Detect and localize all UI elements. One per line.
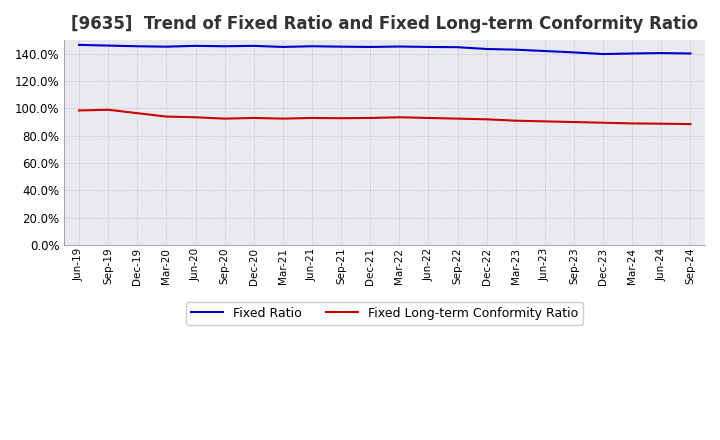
Fixed Ratio [599,51,608,57]
Fixed Long-term Conformity Ratio [541,119,549,124]
Fixed Long-term Conformity Ratio [657,121,666,126]
Fixed Ratio [541,48,549,54]
Fixed Long-term Conformity Ratio [511,118,520,123]
Fixed Long-term Conformity Ratio [570,119,578,125]
Fixed Long-term Conformity Ratio [104,107,112,112]
Fixed Ratio [249,43,258,48]
Fixed Long-term Conformity Ratio [220,116,229,121]
Fixed Ratio [133,44,142,49]
Fixed Ratio [511,47,520,52]
Fixed Ratio [104,43,112,48]
Legend: Fixed Ratio, Fixed Long-term Conformity Ratio: Fixed Ratio, Fixed Long-term Conformity … [186,302,583,325]
Fixed Ratio [162,44,171,49]
Fixed Ratio [657,51,666,56]
Fixed Long-term Conformity Ratio [482,117,491,122]
Fixed Long-term Conformity Ratio [307,115,316,121]
Fixed Ratio [366,44,374,50]
Line: Fixed Ratio: Fixed Ratio [79,45,690,54]
Fixed Long-term Conformity Ratio [599,120,608,125]
Fixed Long-term Conformity Ratio [628,121,636,126]
Fixed Ratio [424,44,433,50]
Fixed Ratio [307,44,316,49]
Fixed Long-term Conformity Ratio [366,115,374,121]
Fixed Ratio [337,44,346,49]
Fixed Long-term Conformity Ratio [279,116,287,121]
Fixed Ratio [395,44,404,49]
Fixed Ratio [628,51,636,56]
Fixed Long-term Conformity Ratio [192,115,200,120]
Fixed Long-term Conformity Ratio [162,114,171,119]
Fixed Ratio [192,43,200,48]
Fixed Long-term Conformity Ratio [424,115,433,121]
Fixed Long-term Conformity Ratio [249,115,258,121]
Fixed Ratio [279,44,287,50]
Fixed Long-term Conformity Ratio [337,116,346,121]
Fixed Long-term Conformity Ratio [133,110,142,116]
Line: Fixed Long-term Conformity Ratio: Fixed Long-term Conformity Ratio [79,110,690,124]
Fixed Ratio [453,44,462,50]
Fixed Ratio [686,51,695,56]
Fixed Long-term Conformity Ratio [75,108,84,113]
Fixed Long-term Conformity Ratio [686,121,695,127]
Fixed Ratio [75,42,84,48]
Fixed Long-term Conformity Ratio [395,115,404,120]
Fixed Ratio [570,50,578,55]
Fixed Ratio [482,46,491,51]
Fixed Long-term Conformity Ratio [453,116,462,121]
Title: [9635]  Trend of Fixed Ratio and Fixed Long-term Conformity Ratio: [9635] Trend of Fixed Ratio and Fixed Lo… [71,15,698,33]
Fixed Ratio [220,44,229,49]
